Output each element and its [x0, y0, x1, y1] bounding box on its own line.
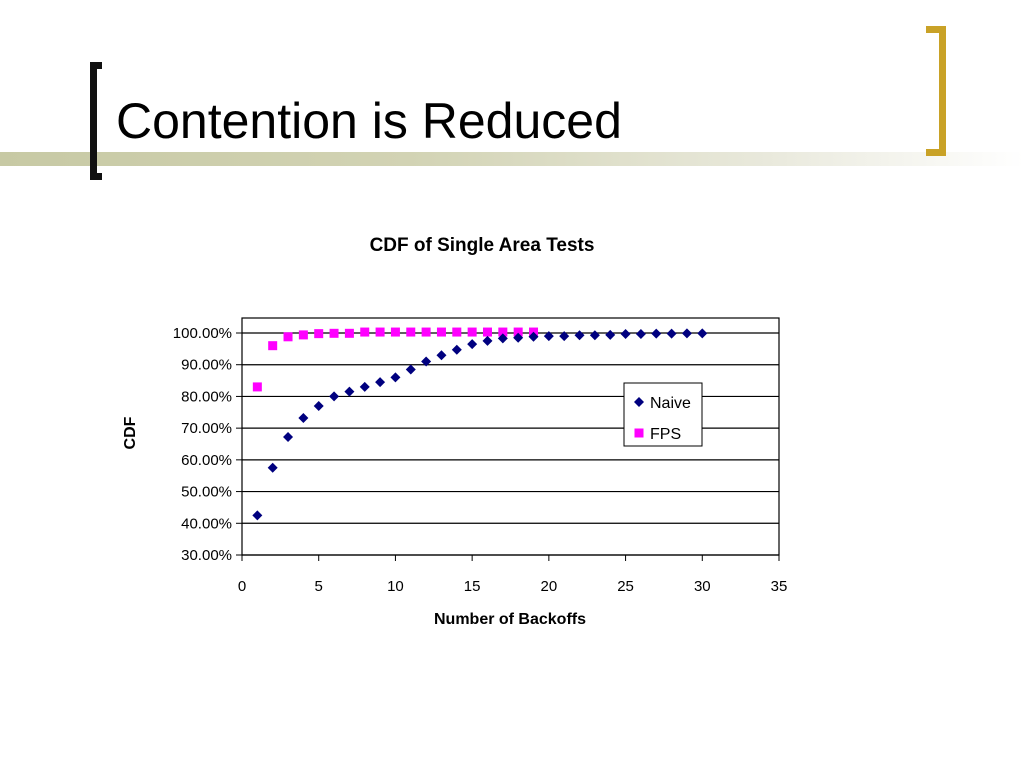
x-axis-label: Number of Backoffs	[434, 611, 586, 628]
naive-point	[635, 328, 646, 339]
fps-point	[498, 327, 508, 337]
naive-point	[681, 328, 692, 339]
fps-point	[268, 341, 278, 351]
x-tick-label: 35	[771, 578, 788, 595]
fps-point	[298, 330, 308, 340]
naive-point	[482, 335, 493, 346]
fps-point	[467, 327, 477, 337]
fps-point	[436, 327, 446, 337]
chart-legend: Naive FPS	[623, 382, 703, 447]
x-tick-label: 15	[464, 578, 481, 595]
naive-point	[543, 331, 554, 342]
fps-point	[283, 332, 293, 342]
legend-items: Naive FPS	[634, 395, 691, 443]
fps-point	[390, 327, 400, 337]
fps-point	[360, 327, 370, 337]
left-bracket-decoration	[90, 62, 102, 180]
x-tick-label: 0	[238, 578, 246, 595]
fps-point	[452, 327, 462, 337]
naive-point	[620, 328, 631, 339]
fps-point	[513, 327, 523, 337]
plot-area-frame	[241, 317, 780, 556]
naive-point	[589, 330, 600, 341]
y-tick-label: 40.00%	[181, 515, 232, 532]
series-fps	[252, 327, 539, 392]
naive-point	[313, 400, 324, 411]
x-tick-label: 20	[541, 578, 558, 595]
naive-point	[605, 329, 616, 340]
naive-point	[421, 356, 432, 367]
naive-point	[528, 331, 539, 342]
naive-point	[267, 462, 278, 473]
y-tick-label: 50.00%	[181, 484, 232, 501]
naive-point	[298, 412, 309, 423]
naive-point	[436, 350, 447, 361]
naive-point	[697, 328, 708, 339]
naive-point	[651, 328, 662, 339]
y-axis-label: CDF	[122, 416, 139, 449]
fps-point	[421, 327, 431, 337]
naive-point	[666, 328, 677, 339]
legend-fps-marker	[634, 428, 644, 438]
axes	[236, 317, 780, 561]
legend-naive-label: Naive	[650, 395, 691, 412]
y-tick-label: 80.00%	[181, 388, 232, 405]
x-tick-label: 5	[315, 578, 323, 595]
naive-point	[574, 330, 585, 341]
y-tick-label: 100.00%	[173, 325, 232, 342]
naive-point	[344, 386, 355, 397]
fps-point	[375, 327, 385, 337]
y-tick-label: 60.00%	[181, 452, 232, 469]
y-tick-label: 90.00%	[181, 357, 232, 374]
x-tick-label: 10	[387, 578, 404, 595]
chart-title: CDF of Single Area Tests	[370, 235, 595, 256]
y-tick-label: 70.00%	[181, 420, 232, 437]
naive-point	[359, 381, 370, 392]
right-bracket-decoration	[926, 26, 946, 156]
title-decoration-band	[0, 152, 1024, 166]
naive-point	[405, 364, 416, 375]
fps-point	[406, 327, 416, 337]
legend-naive-marker	[634, 397, 644, 407]
naive-point	[375, 377, 386, 388]
x-tick-label: 25	[617, 578, 634, 595]
naive-point	[451, 344, 462, 355]
naive-point	[390, 372, 401, 383]
naive-point	[283, 432, 294, 443]
fps-point	[482, 327, 492, 337]
naive-point	[329, 391, 340, 402]
data-points	[252, 327, 708, 521]
legend-fps-label: FPS	[650, 426, 681, 443]
x-tick-label: 30	[694, 578, 711, 595]
fps-point	[344, 328, 354, 338]
naive-point	[467, 339, 478, 350]
slide-title: Contention is Reduced	[116, 93, 622, 149]
fps-point	[329, 328, 339, 338]
naive-point	[559, 331, 570, 342]
y-tick-label: 30.00%	[181, 547, 232, 564]
fps-point	[314, 329, 324, 339]
fps-point	[252, 382, 262, 392]
naive-point	[497, 333, 508, 344]
tick-labels: 30.00% 40.00% 50.00% 60.00% 70.00% 80.00% 90.0…	[173, 325, 788, 595]
naive-point	[252, 510, 263, 521]
naive-point	[513, 332, 524, 343]
series-naive	[252, 328, 708, 521]
